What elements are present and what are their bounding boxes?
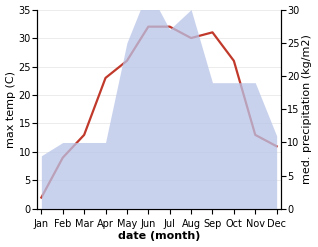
Y-axis label: max temp (C): max temp (C) — [5, 71, 16, 148]
X-axis label: date (month): date (month) — [118, 231, 200, 242]
Y-axis label: med. precipitation (kg/m2): med. precipitation (kg/m2) — [302, 34, 313, 184]
